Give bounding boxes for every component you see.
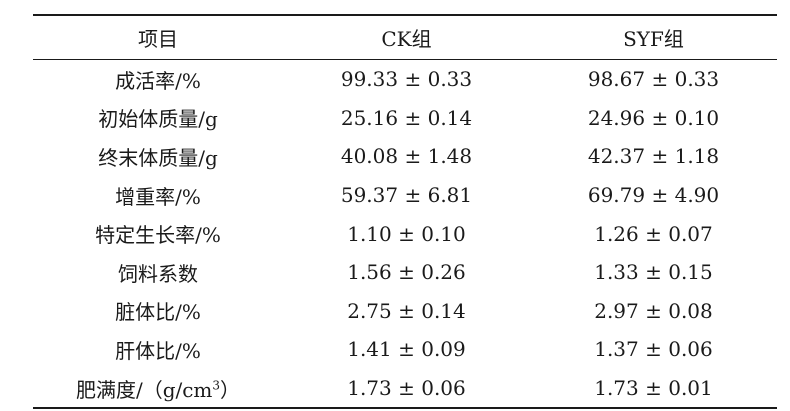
syf-value: 1.37 ± 0.06: [594, 337, 713, 362]
ck-value: 59.37 ± 6.81: [340, 183, 473, 208]
syf-value: 2.97 ± 0.08: [594, 298, 713, 323]
row-label-prefix: 肥满度/（g/cm: [75, 377, 213, 402]
row-label: 肥满度/（g/cm3）: [33, 369, 283, 409]
table-row: 终末体质量/g 40.08 ± 1.48 42.37 ± 1.18: [33, 137, 777, 176]
ck-value: 1.10 ± 0.10: [347, 221, 466, 246]
header-syf-group: SYF组: [623, 27, 684, 51]
data-table-container: 项目 CK组 SYF组 成活率/% 99.33 ± 0.33 98.67 ± 0…: [33, 14, 777, 409]
ck-value: 1.56 ± 0.26: [347, 260, 466, 285]
table-row: 增重率/% 59.37 ± 6.81 69.79 ± 4.90: [33, 176, 777, 215]
syf-value: 42.37 ± 1.18: [587, 144, 720, 169]
syf-value: 1.73 ± 0.01: [594, 376, 713, 401]
table-body: 成活率/% 99.33 ± 0.33 98.67 ± 0.33 初始体质量/g …: [33, 60, 777, 409]
row-label: 增重率/%: [115, 184, 201, 209]
table-row: 特定生长率/% 1.10 ± 0.10 1.26 ± 0.07: [33, 214, 777, 253]
ck-value: 1.73 ± 0.06: [347, 376, 466, 401]
row-label: 初始体质量/g: [98, 107, 218, 132]
row-label: 特定生长率/%: [95, 223, 221, 248]
data-table: 项目 CK组 SYF组 成活率/% 99.33 ± 0.33 98.67 ± 0…: [33, 14, 777, 409]
row-label: 终末体质量/g: [98, 145, 218, 170]
ck-value: 1.41 ± 0.09: [347, 337, 466, 362]
row-label: 脏体比/%: [115, 300, 201, 325]
ck-value: 99.33 ± 0.33: [340, 67, 473, 92]
row-label-suffix: ）: [220, 377, 241, 402]
table-header: 项目 CK组 SYF组: [33, 15, 777, 60]
row-label: 成活率/%: [115, 68, 201, 93]
table-row: 脏体比/% 2.75 ± 0.14 2.97 ± 0.08: [33, 292, 777, 331]
row-label-superscript: 3: [212, 377, 221, 392]
ck-value: 40.08 ± 1.48: [340, 144, 473, 169]
header-item: 项目: [138, 27, 178, 51]
row-label: 饲料系数: [118, 261, 198, 286]
syf-value: 98.67 ± 0.33: [587, 67, 720, 92]
syf-value: 69.79 ± 4.90: [587, 183, 720, 208]
table-row: 肥满度/（g/cm3） 1.73 ± 0.06 1.73 ± 0.01: [33, 369, 777, 409]
table-row: 饲料系数 1.56 ± 0.26 1.33 ± 0.15: [33, 253, 777, 292]
syf-value: 24.96 ± 0.10: [587, 105, 720, 130]
syf-value: 1.33 ± 0.15: [594, 260, 713, 285]
ck-value: 2.75 ± 0.14: [347, 298, 466, 323]
row-label: 肝体比/%: [115, 338, 201, 363]
table-row: 初始体质量/g 25.16 ± 0.14 24.96 ± 0.10: [33, 99, 777, 138]
table-row: 成活率/% 99.33 ± 0.33 98.67 ± 0.33: [33, 60, 777, 99]
ck-value: 25.16 ± 0.14: [340, 105, 473, 130]
table-row: 肝体比/% 1.41 ± 0.09 1.37 ± 0.06: [33, 330, 777, 369]
header-ck-group: CK组: [381, 27, 432, 51]
header-row: 项目 CK组 SYF组: [33, 15, 777, 60]
syf-value: 1.26 ± 0.07: [594, 221, 713, 246]
